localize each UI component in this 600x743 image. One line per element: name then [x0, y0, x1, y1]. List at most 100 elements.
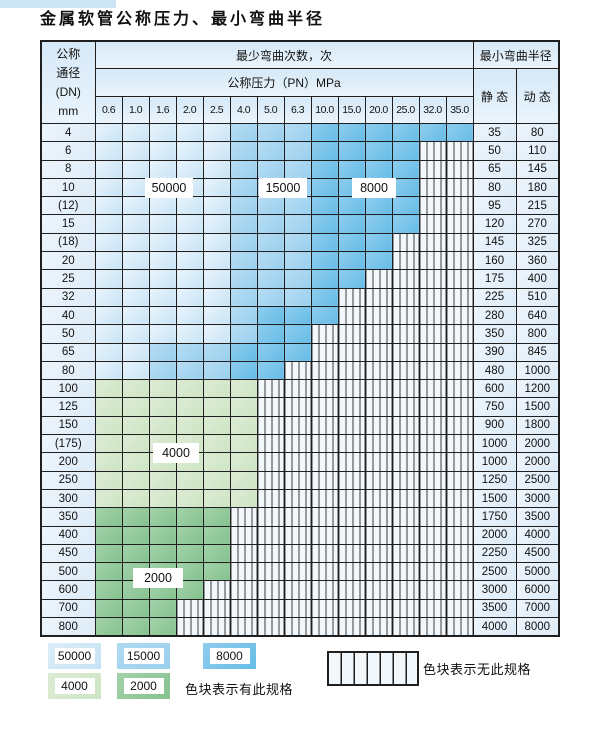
- table-row: 350 1750 3500: [40, 507, 560, 527]
- cell-no-spec: [283, 434, 312, 454]
- pressure-value-header: 4.0: [229, 96, 258, 124]
- cell-c8: [310, 305, 339, 326]
- cell-c15: [229, 141, 258, 161]
- cell-c2: [175, 543, 204, 564]
- cell-no-spec: [229, 507, 258, 527]
- cell-no-spec: [310, 562, 339, 582]
- cell-no-spec: [418, 141, 447, 161]
- cell-no-spec: [337, 617, 366, 637]
- dn-cell: 100: [40, 379, 96, 399]
- cell-c15: [283, 141, 312, 161]
- cell-no-spec: [445, 287, 474, 307]
- cell-c2: [148, 525, 177, 545]
- cell-c4: [202, 397, 231, 417]
- cell-c4: [121, 434, 150, 454]
- cell-c8: [310, 122, 339, 143]
- spec-table: 公称 通径 (DN) mm 最少弯曲次数，次 最小弯曲半径 公称压力（PN）MP…: [40, 40, 560, 638]
- cell-no-spec: [391, 360, 420, 381]
- cell-c50: [148, 305, 177, 326]
- pressure-value-header: 5.0: [256, 96, 285, 124]
- pressure-value-header: 1.0: [121, 96, 150, 124]
- dynamic-cell: 80: [515, 122, 560, 143]
- cell-c15: [256, 122, 285, 143]
- static-header: 静 态: [472, 68, 517, 124]
- cell-no-spec: [418, 269, 447, 289]
- cell-c15: [283, 214, 312, 234]
- cell-c8: [310, 159, 339, 179]
- zone-label-50000: 50000: [145, 178, 193, 198]
- cell-c50: [94, 360, 123, 381]
- cell-c4: [175, 415, 204, 436]
- legend-text-no-spec: 色块表示无此规格: [423, 662, 532, 677]
- legend-text-has-spec: 色块表示有此规格: [185, 682, 294, 697]
- cell-no-spec: [418, 360, 447, 381]
- cell-no-spec: [364, 342, 393, 362]
- cell-c8: [310, 196, 339, 216]
- cell-c50: [94, 251, 123, 271]
- cell-no-spec: [364, 543, 393, 564]
- cell-no-spec: [364, 470, 393, 490]
- cell-c50: [175, 269, 204, 289]
- cell-c2: [202, 562, 231, 582]
- cell-no-spec: [310, 543, 339, 564]
- cell-no-spec: [229, 543, 258, 564]
- legend-swatch-15000: 15000: [117, 643, 170, 669]
- cell-c50: [121, 141, 150, 161]
- cell-c2: [94, 525, 123, 545]
- cell-no-spec: [391, 269, 420, 289]
- cell-no-spec: [391, 543, 420, 564]
- cell-c50: [94, 141, 123, 161]
- dynamic-cell: 110: [515, 141, 560, 161]
- dn-cell: 700: [40, 598, 96, 619]
- cell-c4: [202, 488, 231, 509]
- cell-c50: [121, 177, 150, 198]
- cell-c50: [202, 196, 231, 216]
- dynamic-cell: 1800: [515, 415, 560, 436]
- cell-no-spec: [337, 324, 366, 344]
- cell-c50: [202, 305, 231, 326]
- dynamic-cell: 360: [515, 251, 560, 271]
- cell-c8: [337, 122, 366, 143]
- cell-no-spec: [418, 287, 447, 307]
- cell-no-spec: [418, 379, 447, 399]
- cell-c4: [202, 470, 231, 490]
- cell-c50: [175, 251, 204, 271]
- cell-c4: [148, 397, 177, 417]
- cell-c8: [391, 196, 420, 216]
- table-row: 4 35 80: [40, 122, 560, 143]
- cell-c50: [94, 159, 123, 179]
- cell-no-spec: [445, 488, 474, 509]
- cell-c4: [229, 415, 258, 436]
- cell-no-spec: [337, 543, 366, 564]
- cell-no-spec: [337, 360, 366, 381]
- dn-cell: 450: [40, 543, 96, 564]
- cell-c50: [148, 159, 177, 179]
- cell-no-spec: [418, 598, 447, 619]
- cell-c2: [121, 525, 150, 545]
- cell-c50: [94, 287, 123, 307]
- static-cell: 175: [472, 269, 517, 289]
- cell-no-spec: [256, 488, 285, 509]
- dynamic-cell: 400: [515, 269, 560, 289]
- cell-no-spec: [391, 617, 420, 637]
- dn-cell: 8: [40, 159, 96, 179]
- cell-no-spec: [445, 324, 474, 344]
- static-cell: 1250: [472, 470, 517, 490]
- cell-c8: [256, 342, 285, 362]
- cell-no-spec: [445, 251, 474, 271]
- pressure-value-header: 10.0: [310, 96, 339, 124]
- cell-c50: [202, 177, 231, 198]
- cell-no-spec: [445, 177, 474, 198]
- cell-no-spec: [283, 525, 312, 545]
- cell-no-spec: [337, 562, 366, 582]
- cell-no-spec: [445, 305, 474, 326]
- cell-c15: [229, 159, 258, 179]
- table-row: 600 3000 6000: [40, 580, 560, 600]
- cell-c15: [256, 251, 285, 271]
- cell-c50: [202, 324, 231, 344]
- cell-no-spec: [445, 214, 474, 234]
- legend-swatch-8000: 8000: [203, 643, 256, 669]
- cell-no-spec: [337, 580, 366, 600]
- cell-no-spec: [445, 452, 474, 472]
- cell-no-spec: [418, 543, 447, 564]
